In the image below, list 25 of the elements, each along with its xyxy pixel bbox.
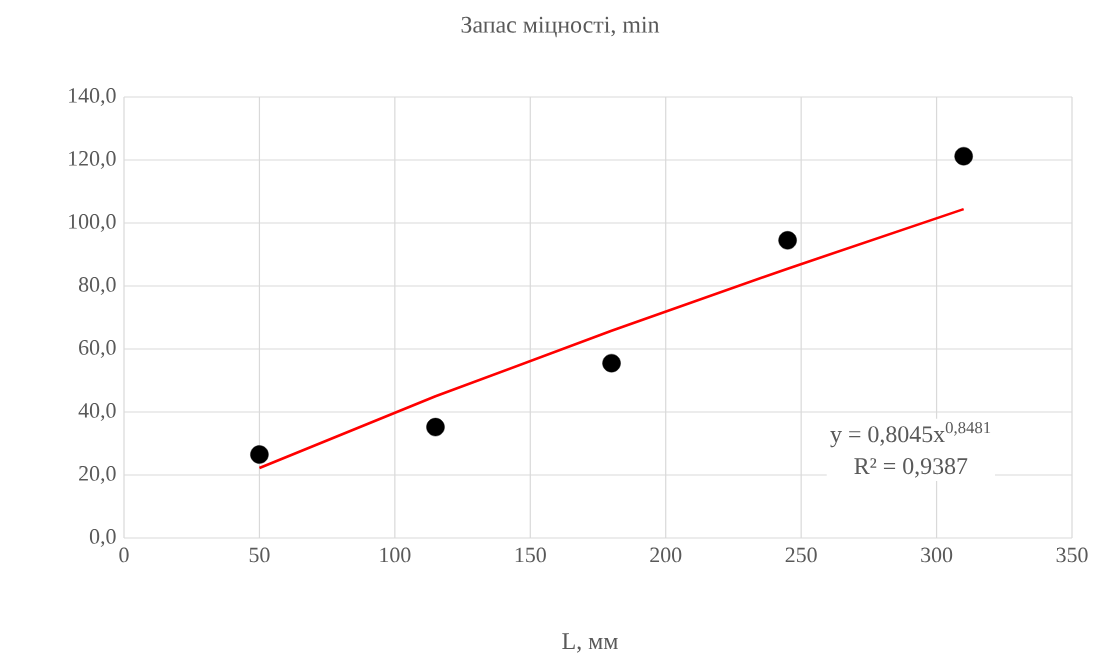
point	[602, 353, 621, 373]
y-tick-label: 140,0	[69, 88, 116, 106]
point	[954, 147, 973, 166]
y-tick-label: 80,0	[78, 277, 116, 295]
y-tick-label: 60,0	[79, 340, 116, 358]
annotation: R² = 0,9387	[854, 458, 968, 478]
point	[426, 417, 445, 437]
x-tick-label: 0	[119, 547, 129, 563]
x-axis-title: L, мм	[562, 633, 618, 653]
x-tick-label: 300	[921, 547, 953, 563]
y-tick-label: 100,0	[69, 214, 116, 232]
x-tick-label: 200	[650, 547, 682, 563]
y-tick-label: 0,0	[89, 529, 116, 547]
y-tick-label: 20,0	[79, 466, 116, 484]
y-tick-label: 40,0	[78, 403, 116, 421]
x-tick-label: 150	[515, 547, 546, 563]
x-tick-label: 350	[1056, 547, 1088, 563]
y-tick-label: 120,0	[69, 151, 116, 169]
x-tick-label: 250	[785, 547, 817, 563]
point	[250, 445, 269, 464]
chart-title: Запас міцності, min	[461, 16, 660, 38]
x-tick-label: 100	[380, 547, 411, 563]
point	[778, 231, 797, 250]
annotation: y = 0,8045x$^{0,8481}$	[830, 421, 991, 448]
x-tick-label: 50	[249, 547, 270, 563]
